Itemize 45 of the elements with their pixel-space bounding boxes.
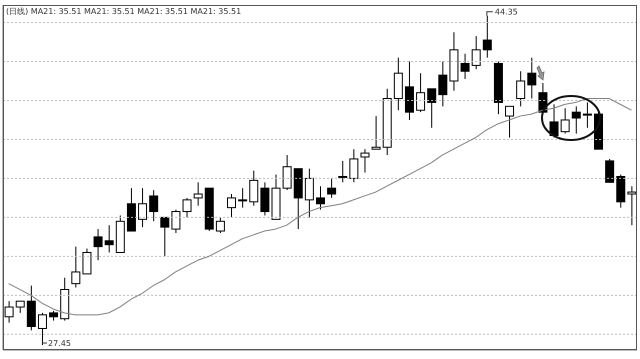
candlestick (4, 300, 14, 324)
candlestick (605, 158, 614, 183)
candlestick (304, 168, 314, 218)
candlestick (438, 61, 448, 107)
candlestick (472, 36, 481, 70)
candlestick (338, 160, 348, 183)
candlestick (627, 186, 636, 226)
candlestick (38, 312, 47, 346)
candlestick (227, 194, 236, 218)
candlestick (372, 116, 381, 150)
candlestick (572, 106, 581, 134)
candlestick (260, 182, 270, 216)
chart-title: (日线) MA21: 35.51 MA21: 35.51 MA21: 35.51 MA21: 35.51 (6, 6, 242, 17)
candlestick (104, 224, 114, 253)
annotation: 27.45 (48, 339, 71, 348)
candlestick (582, 102, 592, 128)
candlestick (560, 108, 570, 134)
candlestick (94, 228, 103, 261)
candlestick (194, 182, 203, 206)
candlestick (49, 310, 58, 322)
candlestick (527, 57, 536, 100)
candlestick (282, 154, 292, 191)
candlestick (238, 188, 248, 208)
candlestick (249, 170, 258, 206)
candlestick (138, 188, 148, 228)
candlestick (171, 209, 180, 234)
candlestick (182, 197, 192, 218)
candlestick (216, 216, 225, 234)
candlestick (360, 148, 370, 174)
candlestick (550, 104, 559, 138)
candlestick (416, 72, 426, 113)
candlestick (149, 190, 158, 222)
candlestick (327, 178, 336, 198)
candlestick (505, 106, 514, 138)
candlestick (82, 248, 92, 274)
candlestick (316, 186, 325, 210)
annotation: 44.35 (494, 8, 518, 17)
candlestick (482, 15, 492, 58)
candlestick (460, 53, 470, 80)
candlestick (349, 148, 358, 183)
candlestick (427, 88, 436, 128)
candlestick (16, 300, 25, 314)
candlestick (71, 246, 80, 288)
candlestick (516, 70, 526, 107)
candlestick (160, 216, 170, 257)
